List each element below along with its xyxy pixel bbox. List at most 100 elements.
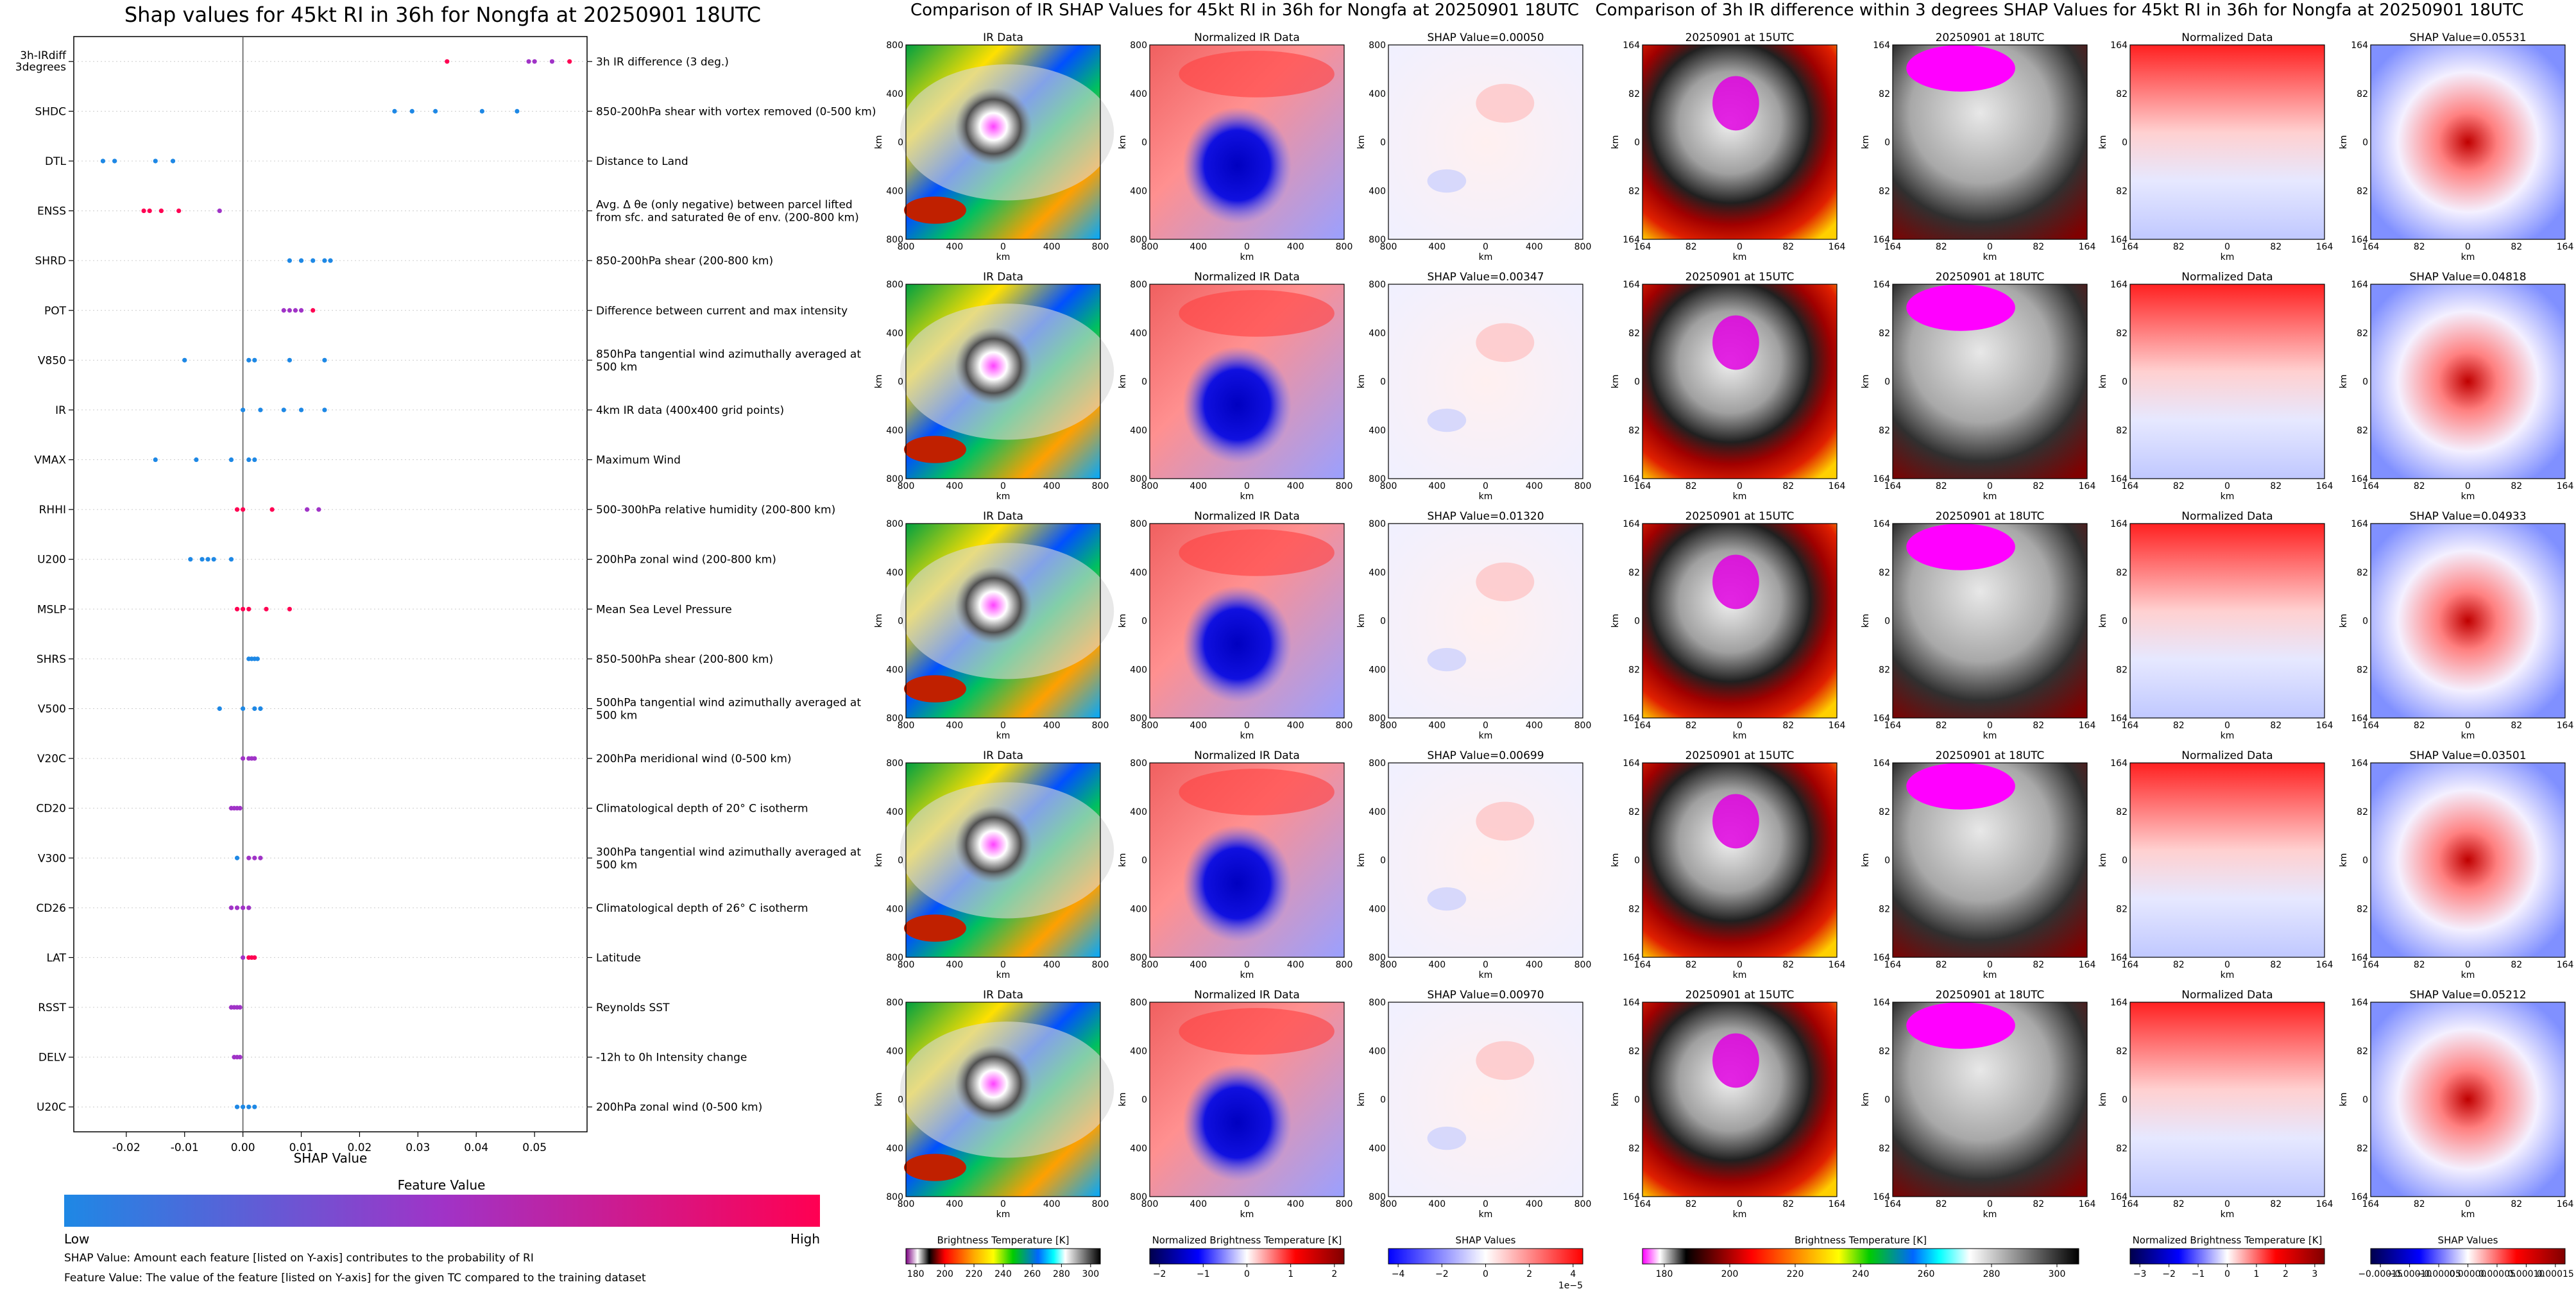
panel-x-tick: 82 [1782, 960, 1794, 970]
panel-y-tick: 800 [1130, 40, 1147, 51]
panel-y-tick: 0 [1884, 138, 1890, 148]
feature-code-label: IR [55, 404, 66, 417]
shap-point [205, 557, 210, 562]
feature-code-label: MSLP [37, 603, 66, 616]
panel-y-tick: 82 [1879, 1046, 1890, 1057]
panel-title: 20250901 at 18UTC [1936, 271, 2045, 284]
x-tick-label: 0.04 [464, 1141, 488, 1154]
colorbar-tick-label: 2 [2283, 1269, 2289, 1279]
panel-y-tick: 164 [2110, 713, 2128, 724]
panel-title: Normalized IR Data [1194, 271, 1300, 284]
panel-title: 20250901 at 15UTC [1685, 989, 1795, 1002]
panel-x-tick: 0 [1244, 721, 1250, 731]
panel-y-tick: 400 [886, 329, 903, 339]
panel-x-tick: 82 [2173, 481, 2185, 491]
panel-title: IR Data [983, 271, 1023, 284]
panel-x-tick: 800 [1574, 1199, 1592, 1209]
panel-x-tick: 800 [1574, 481, 1592, 491]
panel-y-tick: 82 [2357, 425, 2368, 436]
panel-y-tick: 0 [1141, 138, 1147, 148]
panel-x-tick: 164 [2122, 960, 2139, 970]
panel-y-label: km [874, 135, 884, 149]
panel-x-label: km [1240, 491, 1254, 502]
panel-y-tick: 0 [1634, 1095, 1640, 1105]
panel-x-tick: 82 [2033, 960, 2044, 970]
colorbar-tick-label: −1 [1197, 1269, 1210, 1279]
panel-x-tick: 82 [2414, 242, 2425, 252]
panel-x-tick: 164 [2079, 960, 2096, 970]
panel-title: SHAP Value=0.05531 [2409, 31, 2526, 44]
shap-point [246, 606, 252, 611]
panel-x-tick: 164 [1634, 721, 1651, 731]
panel-x-label: km [996, 970, 1011, 980]
panel-y-tick: 164 [2351, 474, 2368, 484]
panel-y-tick: 164 [1623, 519, 1640, 529]
panel-x-label: km [2461, 731, 2475, 741]
panel-y-tick: 400 [886, 665, 903, 675]
panel-title: IR Data [983, 989, 1023, 1002]
colorbar-tick-label: 0 [1483, 1269, 1488, 1279]
panel-x-tick: 82 [1685, 960, 1697, 970]
panel-x-tick: 0 [1987, 481, 1993, 491]
shap-point [298, 308, 304, 313]
panel-x-tick: 0 [2465, 481, 2471, 491]
colorbar-label: Normalized Brightness Temperature [K] [1152, 1234, 1342, 1246]
panel-title: IR Data [983, 510, 1023, 523]
panel-y-tick: 800 [886, 1192, 903, 1202]
feature-value-colorbar: Feature Value Low High SHAP Value: Amoun… [64, 1177, 820, 1285]
panel-y-label: km [874, 1093, 884, 1107]
colorbar-label: Brightness Temperature [K] [937, 1234, 1070, 1246]
panel-x-label: km [1479, 1209, 1493, 1220]
panel-y-tick: 800 [1369, 713, 1386, 724]
panel-x-tick: 0 [2224, 721, 2230, 731]
panel-y-tick: 164 [1623, 758, 1640, 769]
panel-x-tick: 400 [1043, 960, 1061, 970]
shap-point [322, 258, 327, 263]
feature-code-label: DTL [45, 155, 66, 168]
colorbar-tick-label: −0.00005 [2416, 1269, 2461, 1279]
feature-description-label: 850-200hPa shear with vortex removed (0-… [596, 105, 876, 118]
panel-y-tick: 82 [1879, 568, 1890, 578]
panel-y-tick: 0 [2122, 377, 2128, 388]
shap-point [246, 1104, 252, 1109]
panel-x-tick: 0 [1483, 721, 1488, 731]
panel-y-label: km [2098, 1093, 2108, 1107]
shap-point [234, 606, 240, 611]
panel-y-label: km [1610, 1093, 1621, 1107]
panel-x-tick: 0 [2465, 1199, 2471, 1209]
panel-x-tick: 400 [1526, 242, 1543, 252]
colorbar-tick-label: −2 [1153, 1269, 1166, 1279]
feature-code-label: LAT [46, 952, 66, 964]
panel-y-label: km [2098, 853, 2108, 867]
panel-y-tick: 400 [886, 425, 903, 436]
panel-y-label: km [2098, 135, 2108, 149]
panel-x-tick: 82 [2511, 960, 2522, 970]
feature-description-label: 850hPa tangential wind azimuthally avera… [596, 348, 861, 373]
shap-point [433, 108, 438, 114]
panel-y-label: km [1861, 614, 1871, 628]
panel-title: Normalized IR Data [1194, 989, 1300, 1002]
panel-x-tick: 164 [2557, 1199, 2574, 1209]
panel-x-tick: 164 [1884, 721, 1902, 731]
panel-x-tick: 164 [2557, 242, 2574, 252]
panel-x-tick: 400 [1287, 960, 1304, 970]
colorbar-tick-label: 220 [966, 1269, 983, 1279]
colorbar-tick-label: 2 [1526, 1269, 1532, 1279]
panel-x-tick: 800 [1574, 721, 1592, 731]
panel-x-tick: 400 [1287, 481, 1304, 491]
panel-y-tick: 800 [1369, 1192, 1386, 1202]
panel-y-tick: 800 [1369, 998, 1386, 1008]
panel-x-tick: 164 [1884, 960, 1902, 970]
panel-x-tick: 82 [1936, 481, 1947, 491]
colorbar: Brightness Temperature [K] 180 200 220 240 26… [1642, 1234, 2079, 1279]
colorbar-tick-label: 0.00000 [2450, 1269, 2487, 1279]
panel-x-tick: 164 [2362, 1199, 2380, 1209]
shap-point [322, 407, 327, 413]
shap-point [281, 308, 286, 313]
feature-code-label: V500 [38, 703, 66, 715]
